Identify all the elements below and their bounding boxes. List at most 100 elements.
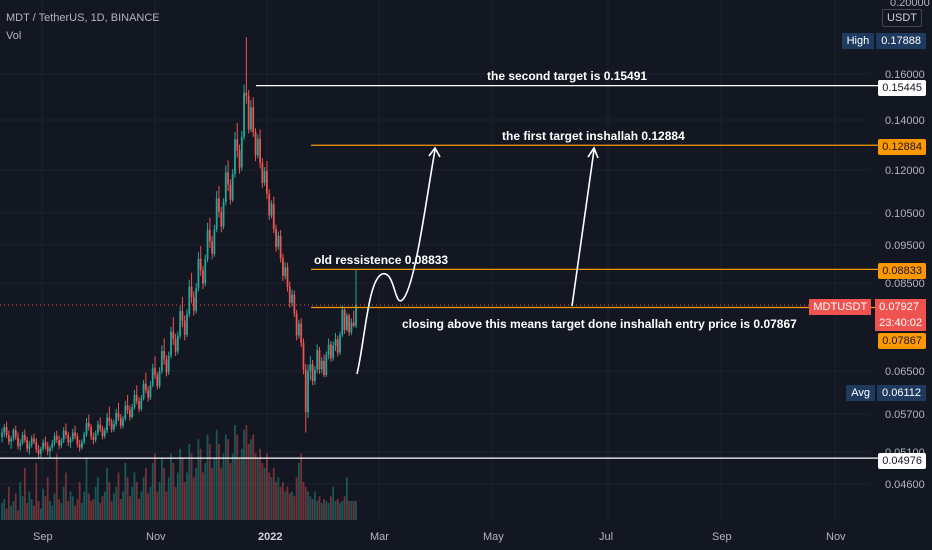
volume-bar: [206, 434, 209, 520]
ticker-price-box: 0.07927 23:40:02: [875, 299, 926, 331]
volume-bar: [190, 453, 193, 520]
candle-body: [28, 444, 31, 449]
volume-bar: [211, 467, 214, 520]
currency-label[interactable]: USDT: [882, 9, 922, 27]
candle-body: [108, 417, 111, 422]
candle-body: [327, 344, 330, 355]
x-tick: Sep: [712, 531, 732, 543]
volume-bar: [234, 425, 236, 520]
price-axis[interactable]: 0.20000 0.16000 0.14000 0.12000 0.10500 …: [885, 0, 930, 491]
volume-bar: [26, 502, 29, 520]
candle-body: [117, 412, 120, 418]
volume-bar: [81, 502, 83, 520]
forecast-arrow-head: [428, 146, 441, 158]
candle-body: [211, 241, 214, 254]
volume-bar: [218, 444, 220, 520]
volume-label: Vol: [6, 30, 22, 42]
candle-body: [23, 434, 26, 440]
volume-bar: [272, 467, 275, 520]
volume-bar: [87, 493, 90, 520]
annotation-first-target: the first target inshallah 0.12884: [502, 129, 685, 143]
candle-body: [172, 331, 175, 339]
volume-bar: [74, 505, 76, 520]
volume-bar: [345, 477, 348, 520]
candle-body: [213, 229, 216, 254]
candle-body: [81, 441, 83, 448]
ticker-tag: MDTUSDT 0.07927 23:40:02: [809, 299, 926, 331]
volume-bar: [327, 502, 330, 520]
volume-bar: [133, 472, 136, 520]
volume-bar: [268, 472, 271, 520]
x-tick: Sep: [33, 531, 53, 543]
candle-body: [277, 235, 280, 247]
candle-body: [320, 360, 323, 370]
candle-body: [284, 267, 287, 276]
candle-body: [304, 369, 307, 413]
candle-body: [195, 288, 198, 311]
volume-bar: [158, 482, 161, 520]
candle-body: [309, 364, 312, 372]
first-target-price-tag: 0.12884: [878, 139, 926, 155]
avg-value: 0.06112: [877, 385, 926, 401]
candle-body: [126, 405, 129, 411]
candle-body: [247, 95, 250, 130]
candle-body: [85, 422, 88, 435]
volume-bar: [286, 486, 289, 520]
candle-body: [154, 368, 156, 375]
volume-bar: [309, 496, 312, 520]
x-tick: Nov: [146, 531, 166, 543]
volume-bar: [71, 496, 74, 520]
volume-bar: [101, 496, 104, 520]
x-tick: Mar: [370, 531, 389, 543]
volume-bar: [355, 501, 357, 520]
candle-body: [115, 412, 118, 425]
candle-body: [165, 359, 168, 373]
y-tick: 0.16000: [885, 69, 925, 81]
candle-body: [227, 172, 230, 185]
time-axis[interactable]: Sep Nov 2022 Mar May Jul Sep Nov: [33, 531, 846, 543]
volume-bar: [131, 486, 134, 520]
volume-bar: [238, 458, 241, 520]
candle-body: [197, 258, 200, 289]
volume-bar: [352, 501, 355, 520]
volume-bar: [113, 493, 115, 520]
volume-bar: [307, 491, 309, 520]
volume-bar: [154, 453, 156, 520]
candle-body: [355, 304, 357, 326]
volume-bar: [259, 448, 261, 520]
candle-body: [318, 350, 321, 370]
volume-bar: [5, 508, 8, 520]
candle-body: [158, 371, 161, 387]
volume-bar: [261, 463, 264, 520]
candle-body: [83, 434, 86, 442]
candle-body: [272, 203, 275, 230]
candle-body: [252, 107, 255, 133]
target-arrow: [571, 149, 595, 307]
candle-body: [206, 229, 209, 260]
candle-body: [202, 270, 204, 284]
candle-body: [163, 351, 166, 360]
volume-bar: [252, 434, 255, 520]
volume-bar: [348, 501, 351, 520]
y-tick: 0.08500: [885, 278, 925, 290]
volume-bar: [117, 472, 120, 520]
volume-bar: [51, 505, 54, 520]
candle-body: [55, 436, 58, 440]
candle-body: [39, 448, 42, 454]
volume-bar: [293, 496, 296, 520]
volume-bar: [318, 496, 321, 520]
second-target-price-tag: 0.15445: [878, 80, 926, 96]
candle-body: [345, 315, 348, 330]
candle-body: [51, 443, 54, 449]
candle-body: [334, 339, 337, 346]
volume-bar: [302, 482, 305, 520]
volume-bar: [128, 496, 131, 520]
target-arrow-head: [587, 146, 599, 159]
annotation-old-resistance: old ressistence 0.08833: [314, 253, 448, 267]
volume-bar: [1, 502, 3, 520]
volume-bar: [97, 477, 99, 520]
volume-bar: [220, 467, 223, 520]
candle-body: [10, 438, 13, 442]
candle-body: [282, 258, 284, 276]
